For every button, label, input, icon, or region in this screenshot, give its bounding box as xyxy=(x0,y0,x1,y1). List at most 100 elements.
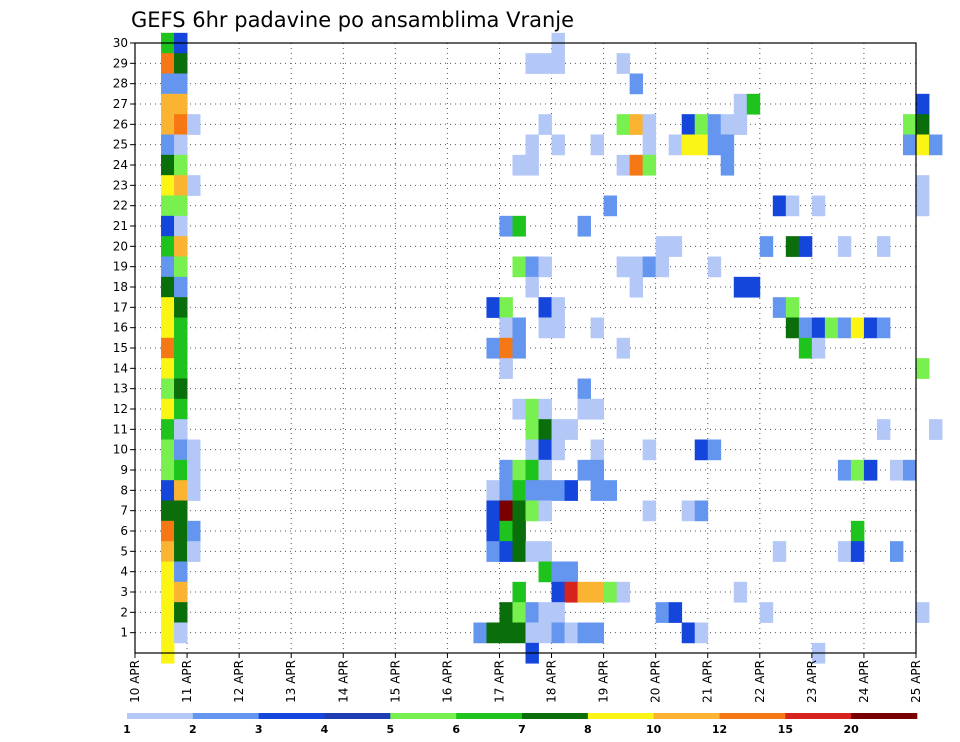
heatmap-cell xyxy=(538,439,552,461)
heatmap-cell xyxy=(577,581,591,603)
heatmap-cell xyxy=(161,419,175,440)
y-tick-label: 8 xyxy=(120,483,128,497)
y-tick-label: 2 xyxy=(120,605,128,619)
heatmap-cell xyxy=(161,175,175,196)
y-tick-label: 7 xyxy=(120,504,128,518)
heatmap-cell xyxy=(929,134,943,156)
heatmap-cell xyxy=(161,317,175,339)
legend-swatch xyxy=(653,713,720,719)
heatmap-cell xyxy=(876,317,891,339)
heatmap-cell xyxy=(707,256,722,278)
heatmap-cell xyxy=(629,256,644,278)
legend-swatch xyxy=(851,713,918,719)
heatmap-cell xyxy=(161,439,175,461)
heatmap-cell xyxy=(486,622,500,644)
heatmap-cell xyxy=(772,297,787,318)
heatmap-cell xyxy=(174,419,188,440)
heatmap-cell xyxy=(486,297,500,318)
x-tick-label: 21 APR xyxy=(701,660,715,703)
heatmap-cell xyxy=(811,337,826,359)
x-tick-label: 22 APR xyxy=(753,660,767,703)
x-tick-label: 15 APR xyxy=(388,660,402,703)
heatmap-cell xyxy=(616,337,631,359)
heatmap-cell xyxy=(564,622,578,644)
heatmap-cell xyxy=(785,236,800,257)
heatmap-cell xyxy=(707,439,722,461)
heatmap-cell xyxy=(642,154,657,176)
heatmap-cell xyxy=(850,541,865,562)
legend-swatch xyxy=(587,713,654,719)
heatmap-cell xyxy=(720,154,735,176)
legend-label: 6 xyxy=(452,723,460,736)
heatmap-cell xyxy=(187,480,201,501)
y-tick-label: 22 xyxy=(113,199,128,213)
heatmap-cell xyxy=(499,215,513,237)
heatmap-cell xyxy=(629,154,644,176)
heatmap-cell xyxy=(499,480,513,501)
x-tick-label: 11 APR xyxy=(180,660,194,703)
heatmap-cell xyxy=(694,622,709,644)
heatmap-cell xyxy=(512,480,526,501)
heatmap-cell xyxy=(603,195,618,217)
heatmap-cell xyxy=(590,622,604,644)
heatmap-cell xyxy=(577,378,591,400)
heatmap-cell xyxy=(564,581,578,603)
heatmap-cell xyxy=(187,520,201,542)
heatmap-cell xyxy=(876,236,891,257)
y-tick-label: 4 xyxy=(120,565,128,579)
heatmap-cell xyxy=(798,337,813,359)
heatmap-cell xyxy=(499,358,513,379)
legend-label: 7 xyxy=(518,723,526,736)
heatmap-cell xyxy=(655,602,670,623)
x-tick-label: 16 APR xyxy=(440,660,454,703)
heatmap-cell xyxy=(798,236,813,257)
heatmap-cell xyxy=(161,378,175,400)
heatmap-cell xyxy=(525,541,539,562)
legend-label: 8 xyxy=(584,723,592,736)
heatmap-cell xyxy=(499,622,513,644)
heatmap-cell xyxy=(187,541,201,562)
chart-title: GEFS 6hr padavine po ansamblima Vranje xyxy=(131,8,574,32)
heatmap-cell xyxy=(161,154,175,176)
legend-label: 1 xyxy=(123,723,131,736)
heatmap-cell xyxy=(655,256,670,278)
y-tick-label: 16 xyxy=(113,321,128,335)
heatmap-cell xyxy=(837,541,852,562)
y-tick-label: 15 xyxy=(113,341,128,355)
heatmap-cell xyxy=(916,134,930,156)
heatmap-cell xyxy=(512,337,526,359)
heatmap-cell xyxy=(174,480,188,501)
x-tick-label: 13 APR xyxy=(284,660,298,703)
heatmap-cell xyxy=(525,276,539,298)
x-tick-label: 17 APR xyxy=(492,660,506,703)
heatmap-cell xyxy=(538,500,552,522)
heatmap-cell xyxy=(499,602,513,623)
heatmap-cell xyxy=(161,297,175,318)
heatmap-cell xyxy=(629,114,644,135)
heatmap-cell xyxy=(551,561,565,583)
heatmap-cell xyxy=(681,134,696,156)
heatmap-cell xyxy=(642,114,657,135)
y-tick-label: 19 xyxy=(113,260,128,274)
heatmap-cell xyxy=(161,337,175,359)
heatmap-cell xyxy=(174,53,188,74)
legend-swatch xyxy=(456,713,523,719)
heatmap-cell xyxy=(916,358,930,379)
heatmap-cell xyxy=(668,236,683,257)
heatmap-cell xyxy=(187,114,201,135)
heatmap-cell xyxy=(499,297,513,318)
heatmap-cell xyxy=(174,622,188,644)
heatmap-cell xyxy=(577,215,591,237)
heatmap-cell xyxy=(499,459,513,481)
heatmap-cell xyxy=(174,602,188,623)
y-tick-label: 28 xyxy=(113,77,128,91)
legend-swatch xyxy=(522,713,589,719)
heatmap-cell xyxy=(512,541,526,562)
heatmap-cell xyxy=(551,317,565,339)
heatmap-cell xyxy=(720,134,735,156)
heatmap-cell xyxy=(759,602,774,623)
heatmap-cell xyxy=(161,195,175,217)
heatmap-cell xyxy=(681,622,696,644)
heatmap-cell xyxy=(564,480,578,501)
